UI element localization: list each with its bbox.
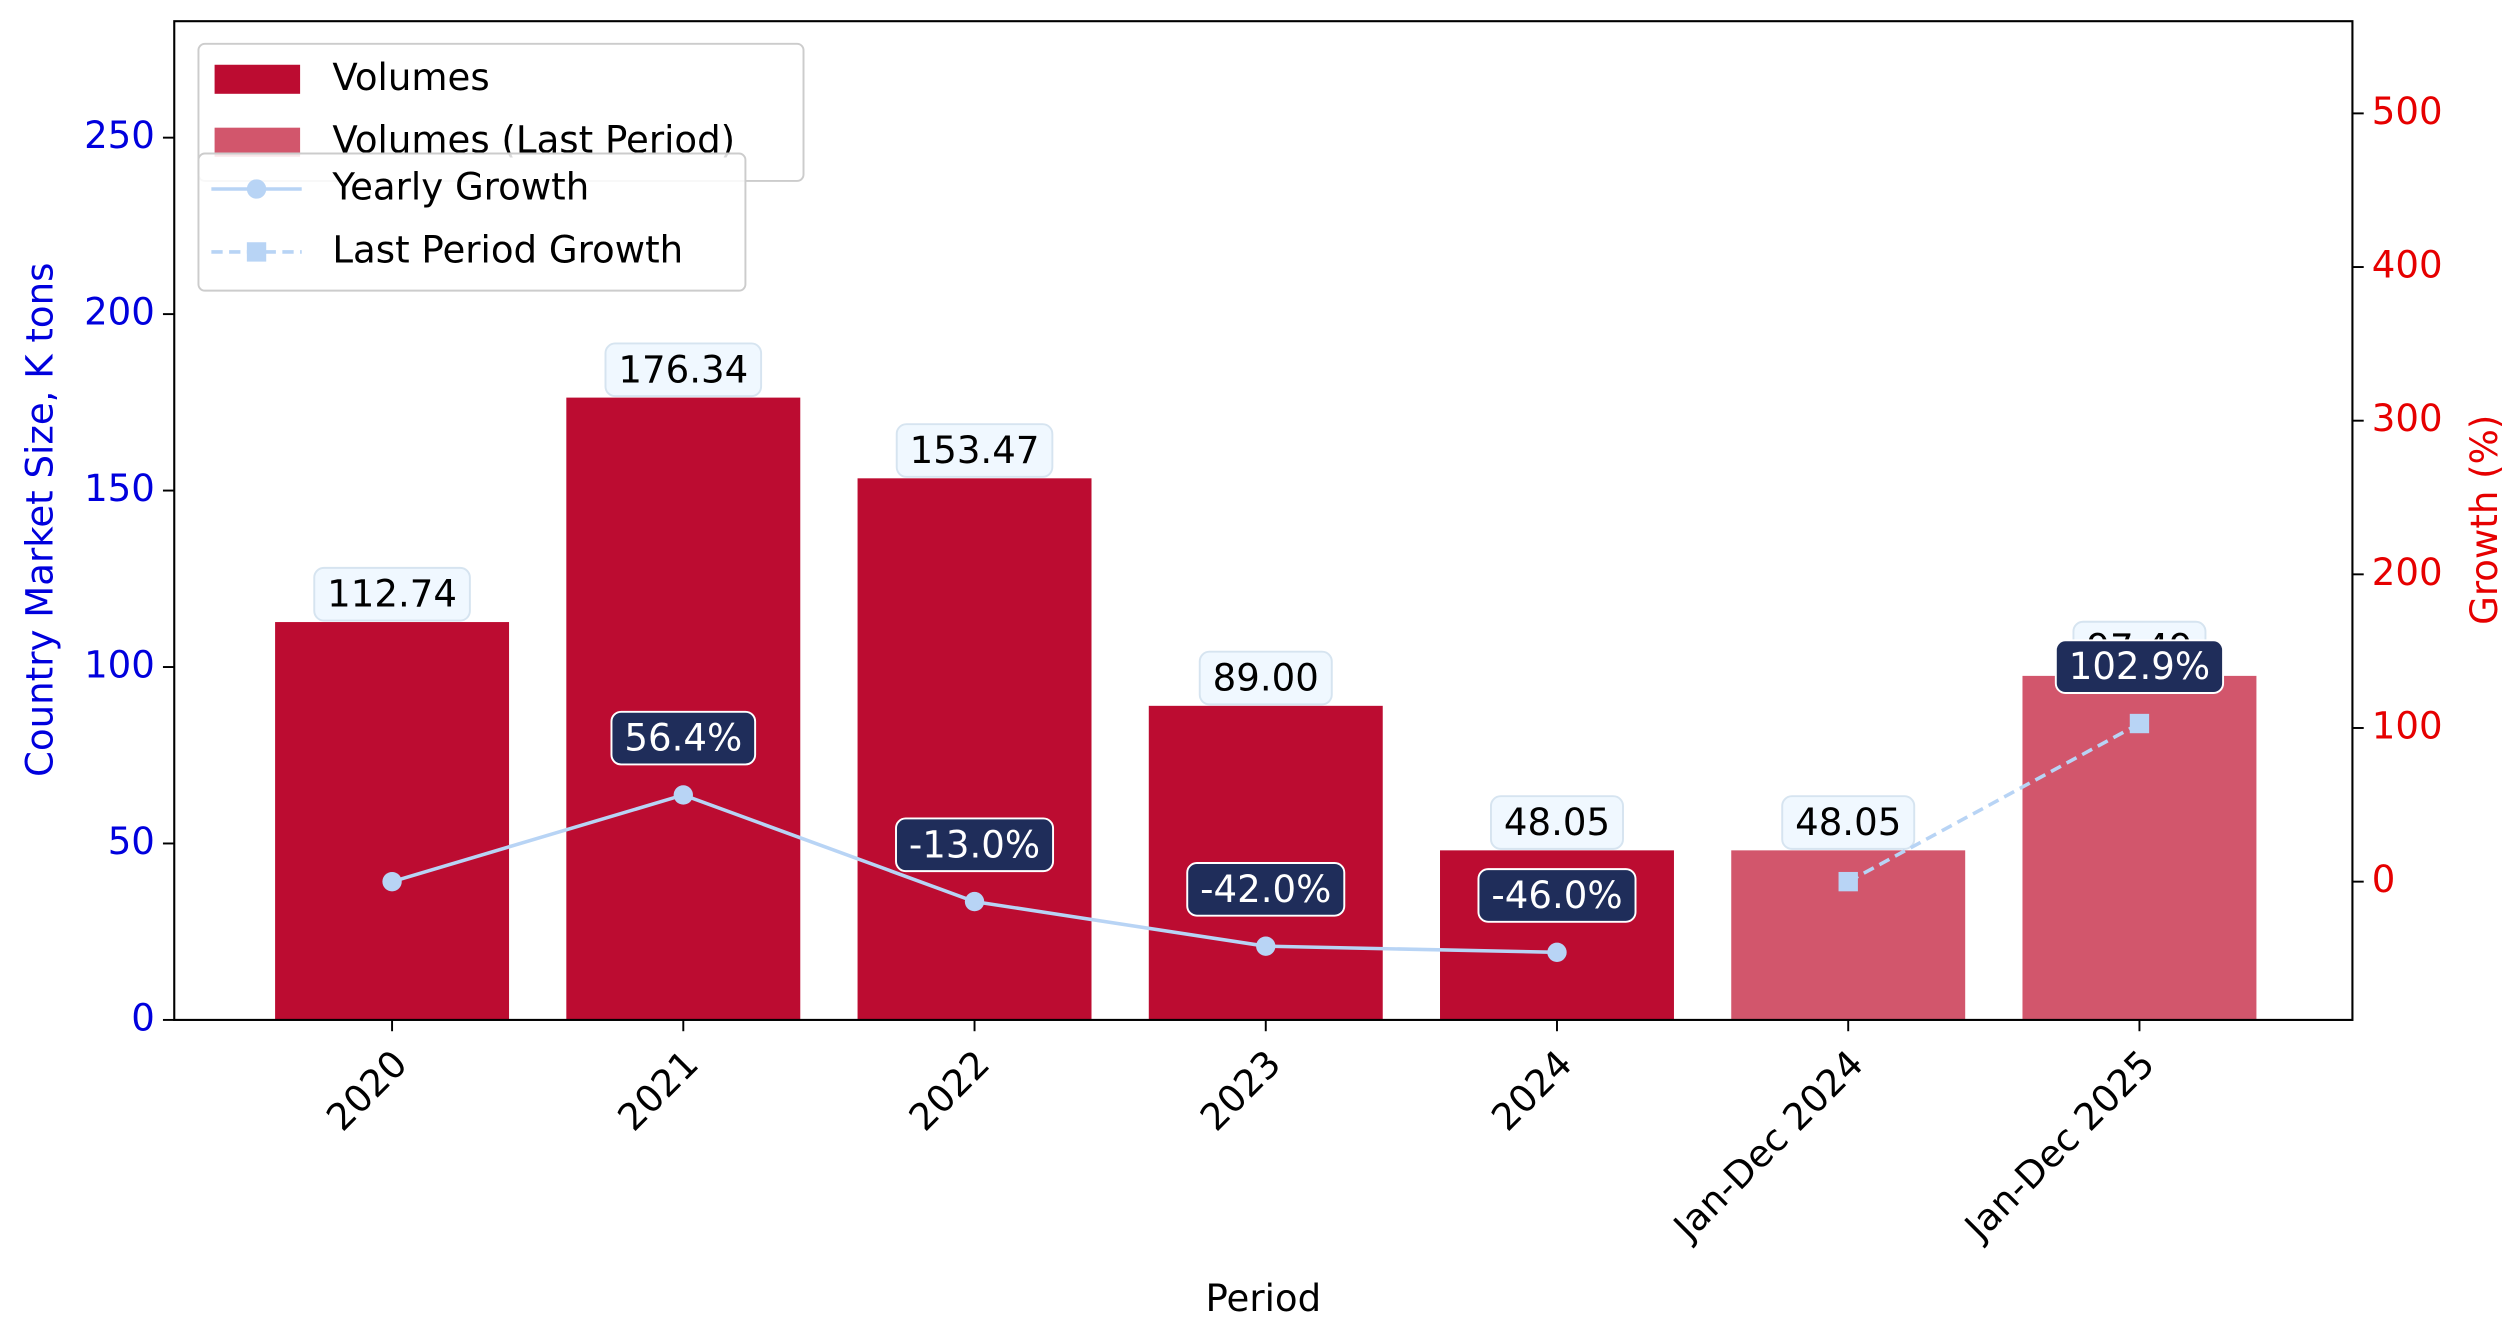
legend-marker	[246, 179, 267, 199]
growth-value-label-group: -13.0%	[895, 817, 1055, 873]
x-axis-label: Period	[1206, 1277, 1322, 1320]
growth-value-label-group: 56.4%	[610, 710, 757, 766]
bar-value-label-group: 48.05	[1490, 795, 1624, 850]
bar-value-label: 153.47	[910, 429, 1040, 472]
bar-value-label-group: 112.74	[313, 566, 471, 622]
bar	[857, 478, 1092, 1020]
growth-line	[1847, 721, 2141, 884]
plot-frame	[173, 20, 2354, 1021]
y-tick-label: 50	[108, 820, 155, 863]
bar-value-label-group: 176.34	[604, 342, 763, 398]
y2-tick-label: 200	[2372, 551, 2443, 594]
bar-value-label-box	[1781, 795, 1916, 850]
growth-marker	[673, 785, 693, 805]
growth-value-label-box	[2054, 639, 2225, 694]
growth-value-label-box	[610, 710, 757, 766]
growth-value-label-box	[1477, 868, 1637, 923]
bar-value-label: 112.74	[327, 573, 457, 616]
bar-value-label: 176.34	[618, 348, 748, 391]
bar-value-label-box	[1198, 650, 1333, 706]
growth-value-label: -13.0%	[909, 823, 1040, 866]
growth-marker	[1256, 936, 1276, 956]
y-tick-label: 200	[84, 291, 155, 334]
growth-marker	[2129, 713, 2150, 734]
growth-value-label-group: -42.0%	[1186, 862, 1346, 917]
bar-value-label-box	[1490, 795, 1624, 850]
growth-marker	[382, 871, 402, 892]
bar	[2022, 675, 2257, 1020]
legend-box	[197, 152, 747, 292]
legend-swatch	[214, 64, 301, 94]
bar	[275, 622, 510, 1020]
growth-value-label-group: -46.0%	[1477, 868, 1637, 923]
y2-tick-label: 400	[2372, 244, 2443, 287]
bar	[566, 397, 801, 1020]
growth-marker	[964, 891, 985, 912]
bar-value-label-box	[604, 342, 763, 398]
growth-value-label: -46.0%	[1491, 874, 1622, 917]
bar-value-label-group: 153.47	[895, 423, 1054, 478]
y2-tick-label: 100	[2372, 704, 2443, 747]
growth-value-label: 56.4%	[624, 717, 742, 760]
growth-marker	[1838, 871, 1858, 892]
bar-value-label-group: 89.00	[1198, 650, 1333, 706]
y2-tick-label: 0	[2372, 858, 2396, 901]
bar-value-label-box	[895, 423, 1054, 478]
legend-marker	[246, 242, 267, 262]
y2-tick-label: 500	[2372, 90, 2443, 133]
growth-value-label-box	[895, 817, 1055, 873]
y-tick-label: 100	[84, 644, 155, 687]
legend-label: Last Period Growth	[332, 228, 683, 271]
growth-value-label: 102.9%	[2069, 645, 2210, 688]
y-axis-label: Country Market Size, K tons	[18, 263, 61, 777]
growth-value-label-group: 102.9%	[2054, 639, 2225, 694]
legend-label: Yearly Growth	[331, 165, 589, 208]
growth-value-label: -42.0%	[1200, 868, 1331, 911]
bar-value-label: 48.05	[1795, 801, 1901, 844]
y-tick-label: 150	[84, 467, 155, 510]
y-tick-label: 0	[131, 996, 155, 1039]
bar-value-label: 89.00	[1213, 657, 1319, 700]
y2-axis-label: Growth (%)	[2463, 415, 2506, 625]
y2-tick-label: 300	[2372, 397, 2443, 440]
bar-value-label-group: 48.05	[1781, 795, 1916, 850]
bar-value-label: 48.05	[1504, 801, 1610, 844]
legend-swatch	[214, 127, 301, 157]
bar-value-label-box	[313, 566, 471, 622]
y-tick-label: 250	[84, 114, 155, 157]
growth-marker	[1547, 942, 1567, 963]
legend-label: Volumes	[332, 56, 489, 99]
growth-value-label-box	[1186, 862, 1346, 917]
